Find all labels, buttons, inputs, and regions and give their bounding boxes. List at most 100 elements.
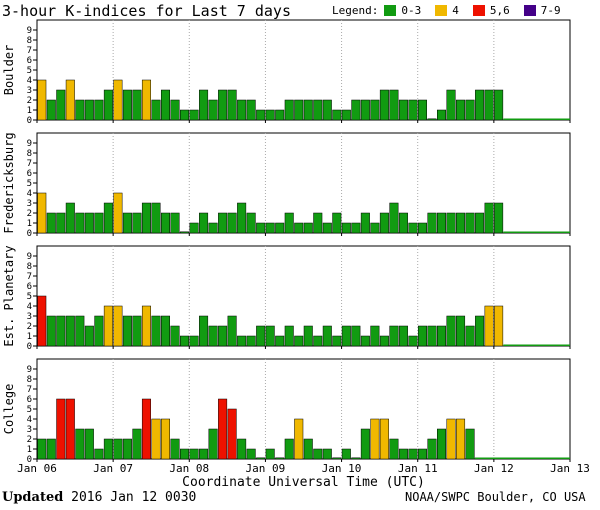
k-index-bar xyxy=(408,222,418,234)
k-index-bar xyxy=(427,325,437,347)
k-index-bar xyxy=(389,438,399,460)
k-index-bar xyxy=(199,212,209,234)
chart-title: 3-hour K-indices for Last 7 days xyxy=(2,2,291,20)
legend-text-4: 4 xyxy=(452,4,459,17)
k-index-bar xyxy=(360,99,370,121)
k-index-bar xyxy=(151,99,161,121)
k-index-bar xyxy=(398,212,408,234)
legend-text-7-9: 7-9 xyxy=(540,4,561,17)
k-index-bar xyxy=(494,305,504,347)
k-index-bar xyxy=(256,457,266,460)
k-index-bar xyxy=(398,325,408,347)
k-index-bar xyxy=(65,79,75,121)
panel-label: College xyxy=(2,384,16,435)
k-index-bar xyxy=(360,212,370,234)
k-index-bar xyxy=(122,89,132,121)
y-tick-label: 4 xyxy=(27,76,32,86)
k-index-bar xyxy=(122,212,132,234)
k-index-bar xyxy=(332,212,342,234)
k-index-bar xyxy=(303,325,313,347)
k-index-bar xyxy=(322,99,332,121)
k-index-bar xyxy=(37,295,47,347)
k-index-bar xyxy=(46,315,56,347)
k-index-bar xyxy=(199,448,209,460)
k-index-bar xyxy=(475,315,485,347)
k-index-bar xyxy=(84,325,94,347)
k-index-bar xyxy=(341,325,351,347)
k-index-bar xyxy=(427,438,437,460)
k-index-bar xyxy=(84,99,94,121)
x-tick-label: Jan 11 xyxy=(398,462,438,475)
k-index-bar xyxy=(417,448,427,460)
k-index-bar xyxy=(408,99,418,121)
k-index-bar xyxy=(246,335,256,347)
k-index-bar xyxy=(141,79,151,121)
y-tick-label: 7 xyxy=(27,272,32,282)
y-tick-label: 9 xyxy=(27,252,32,262)
k-index-bar xyxy=(113,79,123,121)
k-index-bar xyxy=(446,89,456,121)
k-index-bar xyxy=(284,99,294,121)
k-index-bar xyxy=(237,438,247,460)
k-index-bar xyxy=(199,315,209,347)
k-index-bar xyxy=(446,212,456,234)
k-index-bar xyxy=(218,89,228,121)
y-tick-label: 2 xyxy=(27,209,32,219)
k-index-bar xyxy=(151,315,161,347)
k-index-bar xyxy=(75,99,85,121)
k-index-bar xyxy=(227,89,237,121)
no-data-baseline xyxy=(503,231,570,233)
y-tick-label: 2 xyxy=(27,435,32,445)
legend-swatch-0-3 xyxy=(384,5,397,16)
k-index-bar xyxy=(246,212,256,234)
y-tick-label: 5 xyxy=(27,66,32,76)
k-index-bar xyxy=(84,212,94,234)
k-index-bar xyxy=(94,212,104,234)
k-index-bar xyxy=(294,418,304,460)
k-index-bar xyxy=(351,457,361,460)
k-index-bar xyxy=(322,222,332,234)
k-index-bar xyxy=(132,89,142,121)
k-index-bar xyxy=(65,315,75,347)
k-index-bar xyxy=(370,418,380,460)
y-tick-label: 0 xyxy=(27,229,32,239)
k-index-bar xyxy=(294,335,304,347)
k-index-bar xyxy=(160,418,171,460)
y-tick-label: 7 xyxy=(27,46,32,56)
k-index-bar xyxy=(170,212,180,234)
k-index-bar xyxy=(56,89,66,121)
k-index-bar xyxy=(113,192,123,234)
y-tick-label: 0 xyxy=(27,342,32,352)
k-index-bar xyxy=(189,335,199,347)
k-index-bar xyxy=(494,202,504,234)
k-index-bar xyxy=(199,89,209,121)
k-index-bar xyxy=(132,315,142,347)
updated-stamp: Updated 2016 Jan 12 0030 xyxy=(2,490,196,505)
y-tick-label: 9 xyxy=(27,139,32,149)
y-tick-label: 3 xyxy=(27,199,32,209)
k-index-bar xyxy=(437,325,447,347)
k-index-bar xyxy=(75,428,85,460)
k-index-bar xyxy=(122,438,132,460)
k-index-bar xyxy=(417,325,427,347)
k-index-bar xyxy=(475,212,485,234)
y-tick-label: 8 xyxy=(27,375,32,385)
k-index-bar xyxy=(208,99,218,121)
updated-value: 2016 Jan 12 0030 xyxy=(71,490,197,505)
no-data-baseline xyxy=(503,344,570,346)
k-index-bar xyxy=(75,212,85,234)
k-index-bar xyxy=(56,398,66,460)
k-index-bar xyxy=(103,438,113,460)
k-index-bar xyxy=(370,222,380,234)
k-index-bar xyxy=(456,212,466,234)
x-tick-label: Jan 13 xyxy=(550,462,590,475)
k-index-bar xyxy=(294,222,304,234)
y-tick-label: 6 xyxy=(27,56,32,66)
k-index-bar xyxy=(389,202,399,234)
no-data-baseline xyxy=(503,118,570,120)
k-index-bar xyxy=(484,202,494,234)
k-index-bar xyxy=(46,212,56,234)
k-index-bar xyxy=(265,222,275,234)
k-index-bar xyxy=(208,325,218,347)
k-index-bar xyxy=(313,99,323,121)
